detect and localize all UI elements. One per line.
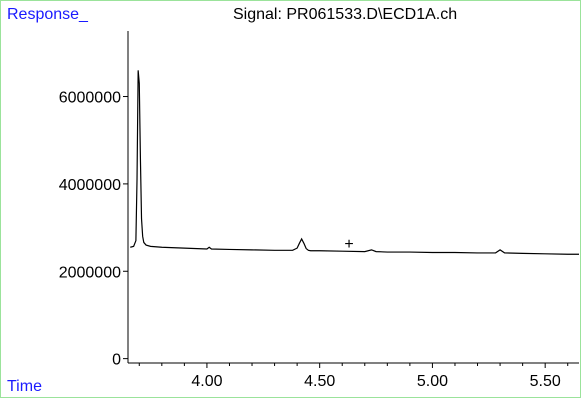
chart-title: Signal: PR061533.D\ECD1A.ch	[233, 6, 457, 23]
signal-trace	[130, 70, 579, 255]
axes	[127, 31, 579, 364]
marker-annotation: +	[344, 236, 353, 253]
x-tick-label: 4.00	[191, 373, 222, 390]
signal-trace-group	[130, 70, 579, 255]
x-axis-label: Time	[7, 378, 42, 395]
tick-group: 0 2000000 4000000 6000000 4.00 4.50 5.00 5.50	[59, 90, 569, 390]
y-tick-label: 4000000	[59, 177, 121, 194]
y-axis-label: Response_	[7, 6, 89, 23]
y-tick-label: 6000000	[59, 90, 121, 107]
x-tick-label: 5.00	[417, 373, 448, 390]
y-tick-label: 2000000	[59, 264, 121, 281]
y-tick-label: 0	[112, 352, 121, 369]
annotation-group: +	[344, 236, 353, 253]
x-tick-label: 5.50	[530, 373, 561, 390]
x-tick-label: 4.50	[304, 373, 335, 390]
